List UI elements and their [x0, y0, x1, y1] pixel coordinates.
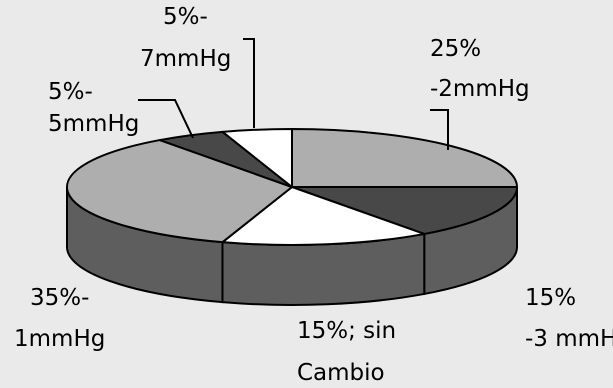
- slice-label-4-line-0: 5%-: [48, 79, 93, 105]
- slice-label-5-line-1: 7mmHg: [140, 46, 231, 72]
- leader-line-5: [243, 38, 255, 128]
- pie-slice-2: [221, 186, 426, 246]
- slice-label-2-line-1: Cambio: [297, 360, 385, 386]
- slice-label-5-line-0: 5%-: [163, 4, 208, 30]
- slice-labels: 25% -2mmHg 15% -3 mmHg 15%; sin Cambio 35%- 1mm…: [14, 4, 613, 386]
- slice-label-1-line-1: -3 mmHg: [525, 326, 613, 352]
- pie-slices: [66, 128, 518, 246]
- slice-label-2-line-0: 15%; sin: [297, 318, 396, 344]
- leader-lines: [138, 38, 449, 150]
- leader-line-4: [138, 99, 194, 139]
- pie-slice-0: [291, 128, 518, 188]
- pie-sides: [66, 186, 518, 306]
- slice-label-3-line-1: 1mmHg: [14, 326, 105, 352]
- slice-label-0-line-1: -2mmHg: [430, 76, 530, 102]
- leader-line-0: [430, 109, 449, 150]
- slice-label-0-line-0: 25%: [430, 36, 481, 62]
- pie-slice-5: [221, 128, 293, 188]
- slice-label-4-line-1: 5mmHg: [48, 111, 139, 137]
- pie-slice-3: [66, 139, 293, 244]
- pie-slice-1: [291, 186, 518, 235]
- slice-label-3-line-0: 35%-: [30, 285, 89, 311]
- slice-label-1-line-0: 15%: [525, 285, 576, 311]
